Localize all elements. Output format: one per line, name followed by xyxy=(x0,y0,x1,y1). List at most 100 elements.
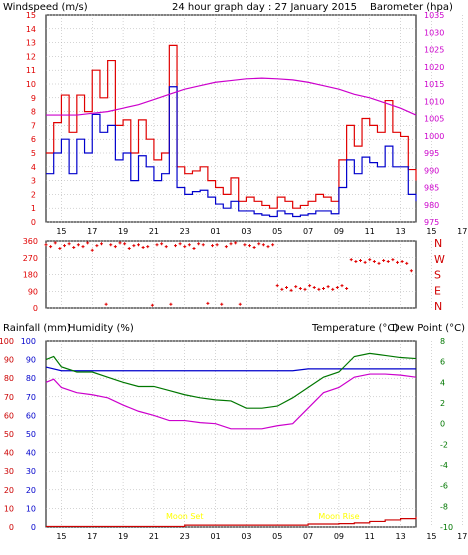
barometer-series-line xyxy=(46,77,417,116)
direction-point xyxy=(113,245,117,249)
barometer-tick-label: 975 xyxy=(424,218,439,227)
barometer-tick-label: 980 xyxy=(424,201,439,210)
barometer-tick-label: 990 xyxy=(424,166,439,175)
rainfall-axis-label: Rainfall (mm) xyxy=(3,323,71,334)
direction-point xyxy=(90,248,94,252)
compass-label: E xyxy=(434,284,441,297)
direction-point xyxy=(81,245,85,249)
direction-point xyxy=(164,245,168,249)
direction-point xyxy=(303,287,307,291)
direction-point xyxy=(58,246,62,250)
direction-point xyxy=(335,286,339,290)
panel1-time-tick-label: 09 xyxy=(334,227,344,236)
direction-point xyxy=(220,302,224,306)
temperature-tick-label: -10 xyxy=(440,523,453,532)
windspeed-tick-label: 7 xyxy=(31,121,36,130)
windspeed-tick-label: 9 xyxy=(31,94,36,103)
panel1-time-tick-label: 15 xyxy=(426,227,436,236)
direction-point xyxy=(396,260,399,264)
humidity-axis-label: Humidity (%) xyxy=(68,323,134,334)
direction-point xyxy=(67,242,71,246)
direction-point xyxy=(243,243,247,247)
direction-point xyxy=(104,302,108,306)
windspeed-tick-label: 10 xyxy=(26,80,36,89)
rainfall-tick-label: 90 xyxy=(4,356,14,365)
direction-point xyxy=(127,246,131,250)
direction-point xyxy=(308,284,312,288)
compass-label: W xyxy=(434,253,445,266)
temperature-tick-label: -8 xyxy=(440,502,448,511)
direction-point xyxy=(368,258,372,262)
rainfall-tick-label: 10 xyxy=(4,504,14,513)
temperature-series-line xyxy=(45,352,417,409)
direction-point xyxy=(377,261,381,265)
direction-point xyxy=(178,242,182,246)
humidity-tick-label: 90 xyxy=(26,356,36,365)
temperature-axis-label: Temperature (°C) xyxy=(311,323,398,334)
barometer-tick-label: 1030 xyxy=(424,28,444,37)
direction-point xyxy=(183,245,187,249)
direction-point xyxy=(312,286,316,290)
direction-point xyxy=(137,243,140,247)
panel3-time-tick-label: 17 xyxy=(457,532,467,541)
panel3-time-tick-label: 07 xyxy=(303,532,313,541)
windspeed-tick-label: 14 xyxy=(26,25,36,34)
barometer-tick-label: 1010 xyxy=(424,97,444,106)
windspeed-tick-label: 3 xyxy=(31,177,36,186)
direction-point xyxy=(289,288,293,292)
direction-point xyxy=(331,287,335,291)
dewpoint-axis-label: Dew Point (°C) xyxy=(392,323,465,334)
chart-title: 24 hour graph day : 27 January 2015 xyxy=(172,2,357,13)
direction-point xyxy=(285,286,288,290)
direction-point xyxy=(372,259,376,263)
direction-point xyxy=(349,258,353,262)
panel3-time-tick-label: 01 xyxy=(210,532,220,541)
panel1-time-tick-label: 17 xyxy=(457,227,467,236)
direction-point xyxy=(229,242,233,246)
panel3-time-tick-label: 15 xyxy=(426,532,436,541)
barometer-tick-label: 1005 xyxy=(424,115,444,124)
direction-point xyxy=(187,243,191,247)
direction-point xyxy=(44,243,48,247)
direction-point xyxy=(271,243,275,247)
moon-event-label: Moon Set xyxy=(166,512,203,521)
direction-point xyxy=(174,244,177,248)
panel1-time-tick-label: 01 xyxy=(210,227,220,236)
humidity-tick-label: 100 xyxy=(21,337,36,346)
direction-point xyxy=(294,285,298,289)
direction-point xyxy=(280,287,284,291)
humidity-tick-label: 20 xyxy=(26,486,36,495)
panel3-time-tick-label: 15 xyxy=(56,532,66,541)
temperature-tick-label: 2 xyxy=(440,399,445,408)
direction-point xyxy=(363,260,367,264)
temperature-tick-label: 6 xyxy=(440,358,445,367)
rainfall-tick-label: 40 xyxy=(4,449,14,458)
barometer-tick-label: 1025 xyxy=(424,46,444,55)
direction-point xyxy=(275,284,279,288)
direction-point xyxy=(49,245,53,249)
direction-point xyxy=(400,259,404,263)
rainfall-tick-label: 50 xyxy=(4,430,14,439)
direction-point xyxy=(359,259,362,263)
windspeed-tick-label: 6 xyxy=(31,135,36,144)
panel1-time-tick-label: 11 xyxy=(365,227,375,236)
windspeed-tick-label: 1 xyxy=(31,204,36,213)
panel3-time-tick-label: 09 xyxy=(334,532,344,541)
windspeed-tick-label: 5 xyxy=(31,149,36,158)
direction-point xyxy=(345,286,349,290)
direction-point xyxy=(53,241,57,245)
direction-tick-label: 360 xyxy=(23,237,38,246)
panel1-time-tick-label: 17 xyxy=(87,227,97,236)
direction-point xyxy=(100,242,103,246)
windspeed-tick-label: 15 xyxy=(26,11,36,20)
direction-point xyxy=(86,241,90,245)
humidity-tick-label: 0 xyxy=(31,523,36,532)
humidity-tick-label: 70 xyxy=(26,393,36,402)
temperature-tick-label: 4 xyxy=(440,378,445,387)
direction-tick-label: 180 xyxy=(23,271,38,280)
direction-point xyxy=(169,302,173,306)
direction-point xyxy=(141,246,145,250)
temperature-tick-label: -6 xyxy=(440,482,448,491)
panel1-time-tick-label: 13 xyxy=(395,227,405,236)
barometer-tick-label: 1000 xyxy=(424,132,444,141)
